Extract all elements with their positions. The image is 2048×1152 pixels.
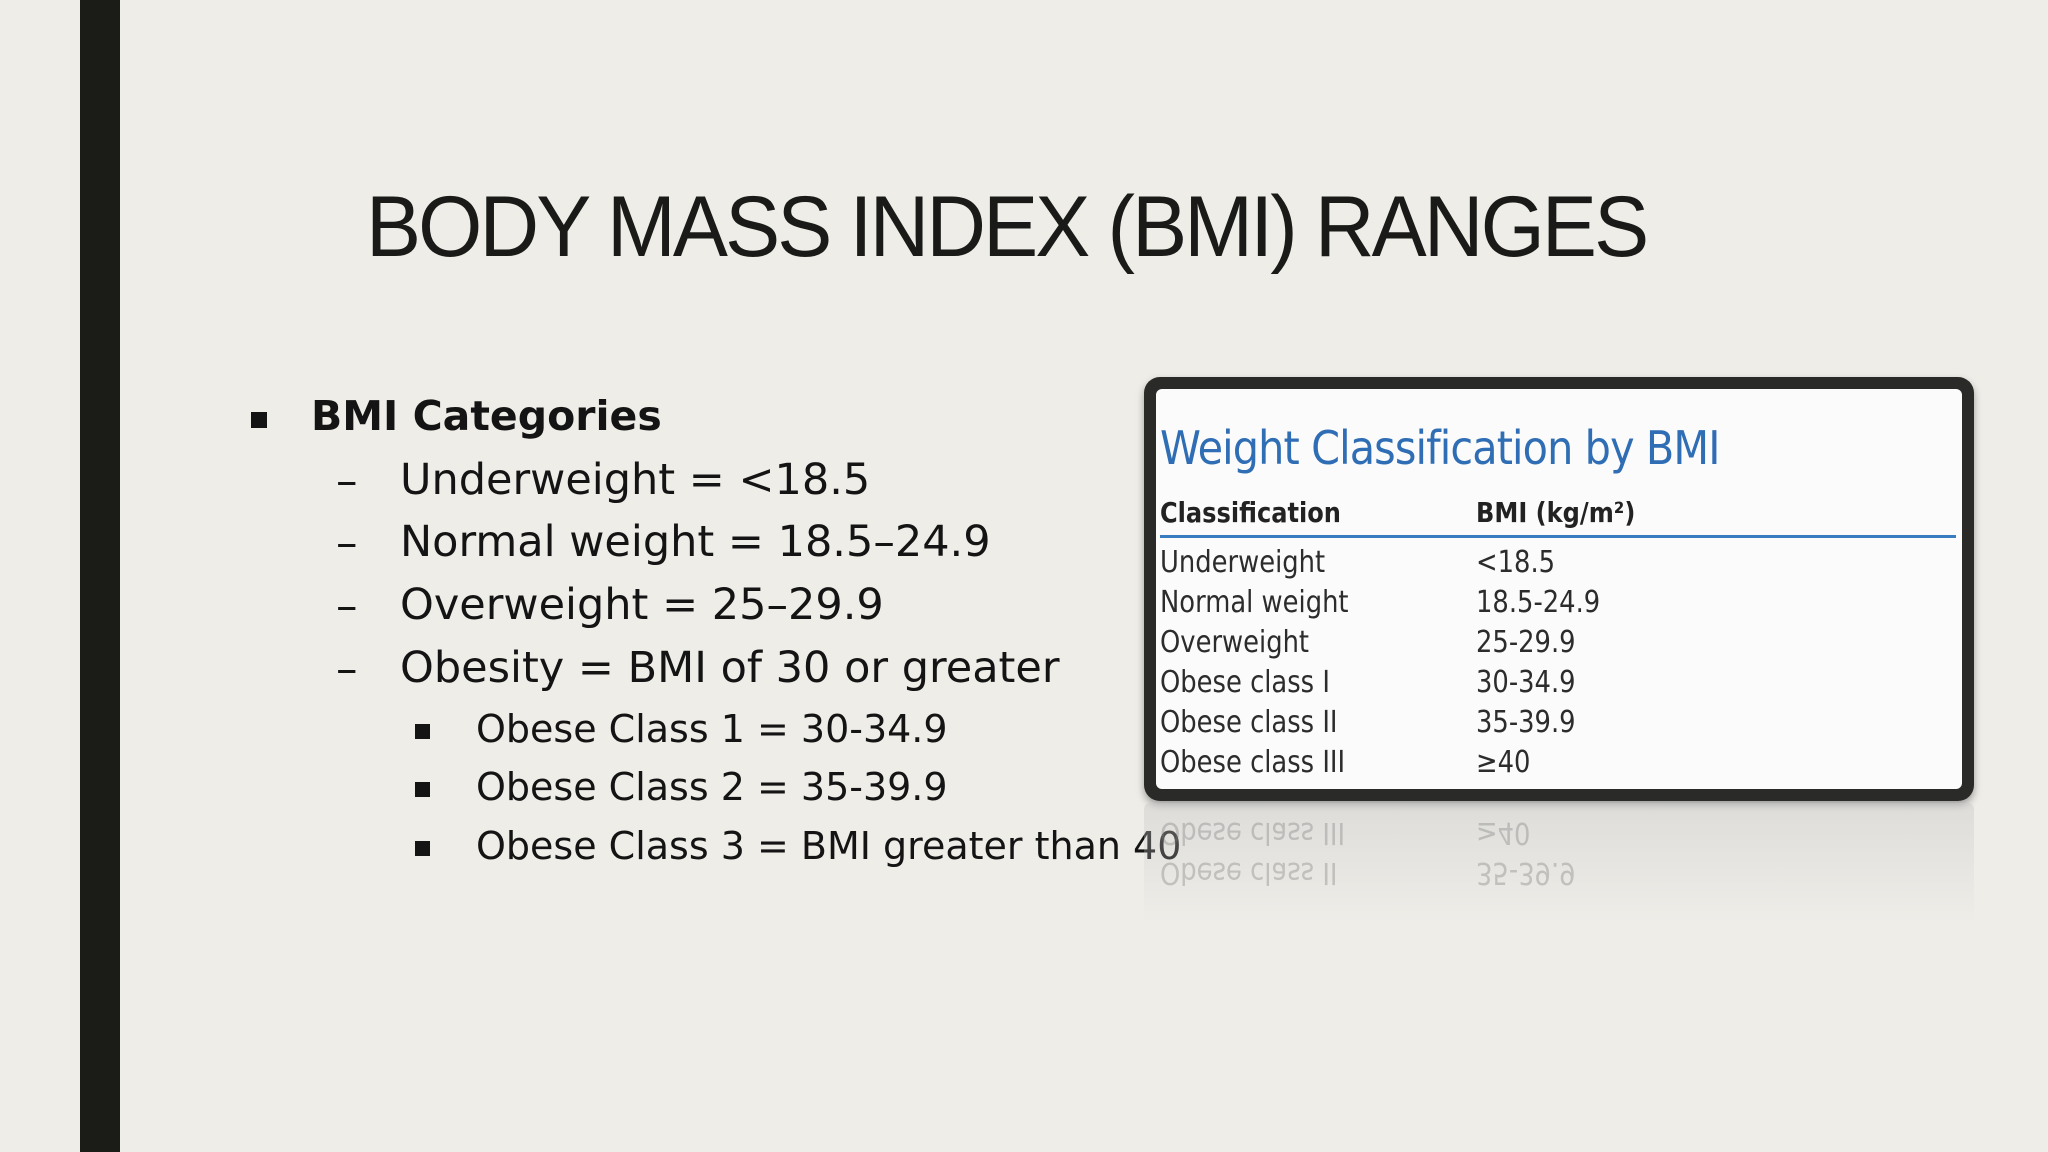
table-cell-bmi: 35-39.9 bbox=[1476, 705, 1576, 740]
accent-bar bbox=[80, 0, 120, 1152]
sub-list-item: Obese Class 2 = 35-39.9 bbox=[476, 765, 948, 809]
column-header-bmi: BMI (kg/m²) bbox=[1476, 496, 1636, 529]
table-cell-bmi: 30-34.9 bbox=[1476, 665, 1576, 700]
list-item: Underweight = <18.5 bbox=[400, 455, 871, 505]
bullet-square-icon bbox=[251, 412, 267, 428]
table-cell-classification: Overweight bbox=[1160, 625, 1310, 660]
table-title: Weight Classification by BMI bbox=[1160, 421, 1720, 475]
reflection-text: ≥40 bbox=[1476, 815, 1531, 850]
bmi-table-image: Weight Classification by BMI Classificat… bbox=[1144, 377, 1974, 801]
bmi-table: Weight Classification by BMI Classificat… bbox=[1156, 389, 1962, 789]
list-item: Obesity = BMI of 30 or greater bbox=[400, 643, 1060, 693]
list-item: Normal weight = 18.5–24.9 bbox=[400, 517, 991, 567]
table-cell-classification: Underweight bbox=[1160, 545, 1326, 580]
dash-bullet-icon: – bbox=[336, 644, 358, 694]
slide-title: BODY MASS INDEX (BMI) RANGES bbox=[366, 179, 1649, 275]
table-cell-bmi: ≥40 bbox=[1476, 745, 1531, 780]
reflection-text: 35-39.9 bbox=[1476, 855, 1576, 890]
dash-bullet-icon: – bbox=[336, 581, 358, 631]
sub-list-item: Obese Class 3 = BMI greater than 40 bbox=[476, 824, 1182, 868]
table-cell-bmi: <18.5 bbox=[1476, 545, 1556, 580]
table-reflection: Obese class III ≥40 Obese class II 35-39… bbox=[1144, 803, 1974, 923]
header-divider bbox=[1160, 535, 1956, 538]
bullet-square-icon bbox=[415, 841, 430, 856]
bullet-list: BMI Categories – Underweight = <18.5 – N… bbox=[0, 0, 1200, 900]
bullet-square-icon bbox=[415, 724, 430, 739]
table-cell-classification: Obese class II bbox=[1160, 705, 1338, 740]
table-cell-bmi: 18.5-24.9 bbox=[1476, 585, 1601, 620]
table-cell-classification: Obese class III bbox=[1160, 745, 1346, 780]
dash-bullet-icon: – bbox=[336, 456, 358, 506]
sub-list-item: Obese Class 1 = 30-34.9 bbox=[476, 707, 948, 751]
bullet-square-icon bbox=[415, 782, 430, 797]
dash-bullet-icon: – bbox=[336, 518, 358, 568]
table-cell-classification: Obese class I bbox=[1160, 665, 1330, 700]
list-item: Overweight = 25–29.9 bbox=[400, 580, 884, 630]
column-header-classification: Classification bbox=[1160, 496, 1341, 529]
bullet-heading: BMI Categories bbox=[311, 392, 662, 440]
table-cell-bmi: 25-29.9 bbox=[1476, 625, 1576, 660]
table-cell-classification: Normal weight bbox=[1160, 585, 1349, 620]
